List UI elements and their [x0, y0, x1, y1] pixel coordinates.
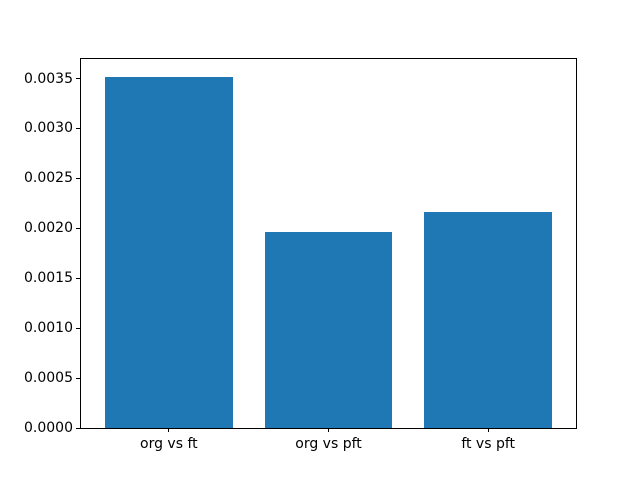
x-tick-mark: [168, 428, 170, 432]
bar-org-vs-pft: [264, 232, 393, 428]
x-tick-mark: [328, 428, 329, 432]
y-tick-label: 0.0000: [24, 420, 73, 436]
y-tick-label: 0.0005: [24, 370, 73, 387]
y-tick-label: 0.0010: [24, 320, 73, 337]
y-tick-mark: [76, 427, 80, 429]
x-tick-mark: [487, 428, 489, 432]
y-tick-mark: [76, 277, 80, 279]
y-tick-mark: [76, 327, 80, 329]
y-tick-mark: [76, 78, 80, 80]
y-tick-label: 0.0020: [24, 220, 73, 237]
bar-ft-vs-pft: [424, 212, 553, 428]
bar-org-vs-ft: [104, 76, 233, 428]
x-tick-label: ft vs pft: [461, 436, 516, 452]
y-tick-mark: [76, 127, 80, 129]
y-tick-label: 0.0025: [24, 170, 73, 187]
x-tick-label: org vs ft: [140, 436, 198, 452]
y-tick-label: 0.0035: [24, 70, 73, 87]
x-tick-label: org vs pft: [295, 436, 362, 452]
y-tick-label: 0.0030: [24, 120, 73, 137]
y-tick-mark: [76, 377, 80, 379]
y-tick-mark: [76, 227, 80, 229]
plot-area: 0.0000 0.0005 0.0010 0.0015 0.0020 0.0025 0.00…: [24, 58, 577, 451]
y-tick-label: 0.0015: [24, 270, 73, 287]
y-tick-mark: [76, 177, 80, 179]
